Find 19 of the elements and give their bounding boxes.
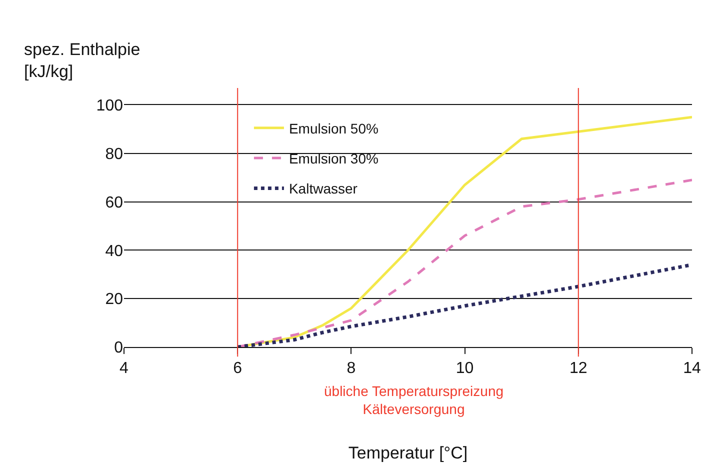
x-tick-label: 8 (346, 360, 356, 378)
y-tick-label: 100 (96, 98, 124, 115)
x-tick-label: 12 (570, 360, 588, 378)
x-tick-label: 6 (233, 360, 242, 378)
y-tick-label: 60 (105, 194, 124, 212)
text: übliche Temperaturspreizung Kälteversorgung (324, 383, 504, 418)
x-tick-label: 10 (456, 360, 474, 378)
x-tick-label: 14 (683, 360, 701, 378)
y-tick-label: 40 (105, 242, 124, 260)
legend-label: Emulsion 50% (288, 120, 378, 136)
x-tick-label: 4 (120, 360, 129, 378)
x-axis-title: Temperatur [°C] (348, 444, 468, 463)
y-tick-label: 20 (105, 291, 124, 308)
legend-label: Emulsion 30% (288, 150, 378, 167)
y-tick-label: 0 (114, 340, 124, 357)
y-tick-label: 80 (105, 146, 124, 163)
y-axis-title: spez. Enthalpie [kJ/kg] (24, 40, 140, 82)
line-series (236, 262, 692, 347)
legend-label: Kaltwasser (288, 180, 358, 197)
